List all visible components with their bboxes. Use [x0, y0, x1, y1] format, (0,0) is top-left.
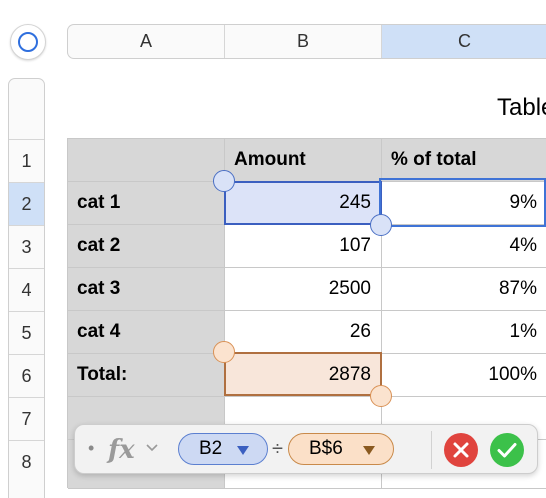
header-cell-amount[interactable]: Amount: [225, 139, 382, 182]
row-header-6[interactable]: 6: [9, 354, 44, 397]
row-header-5[interactable]: 5: [9, 311, 44, 354]
triangle-down-icon: [363, 446, 375, 455]
label-cell[interactable]: Total:: [68, 354, 225, 397]
label-cell[interactable]: cat 3: [68, 268, 225, 311]
pct-cell[interactable]: 100%: [382, 354, 546, 397]
b2-reference-token[interactable]: B2: [178, 433, 268, 465]
formula-editor: • fx B2 ÷ B$6: [74, 424, 538, 474]
table-title[interactable]: Table: [497, 94, 546, 121]
checkmark-icon: [497, 443, 517, 458]
row-header-2[interactable]: 2: [9, 182, 44, 225]
b6-reference-outline: [224, 352, 382, 396]
x-icon: [453, 442, 469, 458]
pct-cell[interactable]: 87%: [382, 268, 546, 311]
row-header-8[interactable]: 8: [9, 440, 44, 483]
amount-cell[interactable]: 2878: [225, 354, 382, 397]
amount-cell[interactable]: 245: [225, 182, 382, 225]
b2-resize-handle-top-left[interactable]: [213, 170, 235, 192]
row-header-4[interactable]: 4: [9, 268, 44, 311]
header-cell-a[interactable]: [68, 139, 225, 182]
accept-button[interactable]: [490, 433, 524, 467]
b6-reference-token[interactable]: B$6: [288, 433, 394, 465]
cancel-button[interactable]: [444, 433, 478, 467]
chevron-down-icon[interactable]: [146, 444, 158, 452]
fx-label: fx: [108, 435, 135, 465]
triangle-down-icon: [237, 446, 249, 455]
drag-handle-icon[interactable]: •: [88, 438, 95, 458]
row-header-bar: 1 2 3 4 5 6 7 8: [8, 78, 45, 498]
c2-edit-outline: [379, 178, 546, 227]
amount-cell[interactable]: 107: [225, 225, 382, 268]
label-cell[interactable]: cat 1: [68, 182, 225, 225]
label-cell[interactable]: cat 2: [68, 225, 225, 268]
token-label: B$6: [309, 438, 343, 459]
circle-icon: [18, 32, 38, 52]
pct-cell[interactable]: 4%: [382, 225, 546, 268]
column-header-c[interactable]: C: [382, 25, 546, 58]
divide-operator[interactable]: ÷: [272, 438, 283, 460]
pct-cell[interactable]: 1%: [382, 311, 546, 354]
b2-resize-handle-bottom-right[interactable]: [370, 214, 392, 236]
header-cell-pct[interactable]: % of total: [382, 139, 546, 182]
token-label: B2: [199, 438, 223, 459]
amount-cell[interactable]: 2500: [225, 268, 382, 311]
row-header-3[interactable]: 3: [9, 225, 44, 268]
b2-reference-outline: [224, 181, 382, 225]
table-grid: Amount % of total cat 1 245 9% cat 2 107…: [67, 138, 546, 489]
label-cell[interactable]: cat 4: [68, 311, 225, 354]
column-header-a[interactable]: A: [68, 25, 225, 58]
column-header-b[interactable]: B: [225, 25, 382, 58]
select-all-button[interactable]: [10, 24, 46, 60]
function-icon[interactable]: fx: [108, 435, 135, 465]
row-header-7[interactable]: 7: [9, 397, 44, 440]
column-header-bar: A B C: [67, 24, 546, 59]
b6-resize-handle-bottom-right[interactable]: [370, 385, 392, 407]
b6-resize-handle-top-left[interactable]: [213, 341, 235, 363]
row-header-1[interactable]: 1: [9, 139, 44, 182]
pct-cell[interactable]: 9%: [382, 182, 546, 225]
divider: [431, 431, 432, 469]
amount-cell[interactable]: 26: [225, 311, 382, 354]
